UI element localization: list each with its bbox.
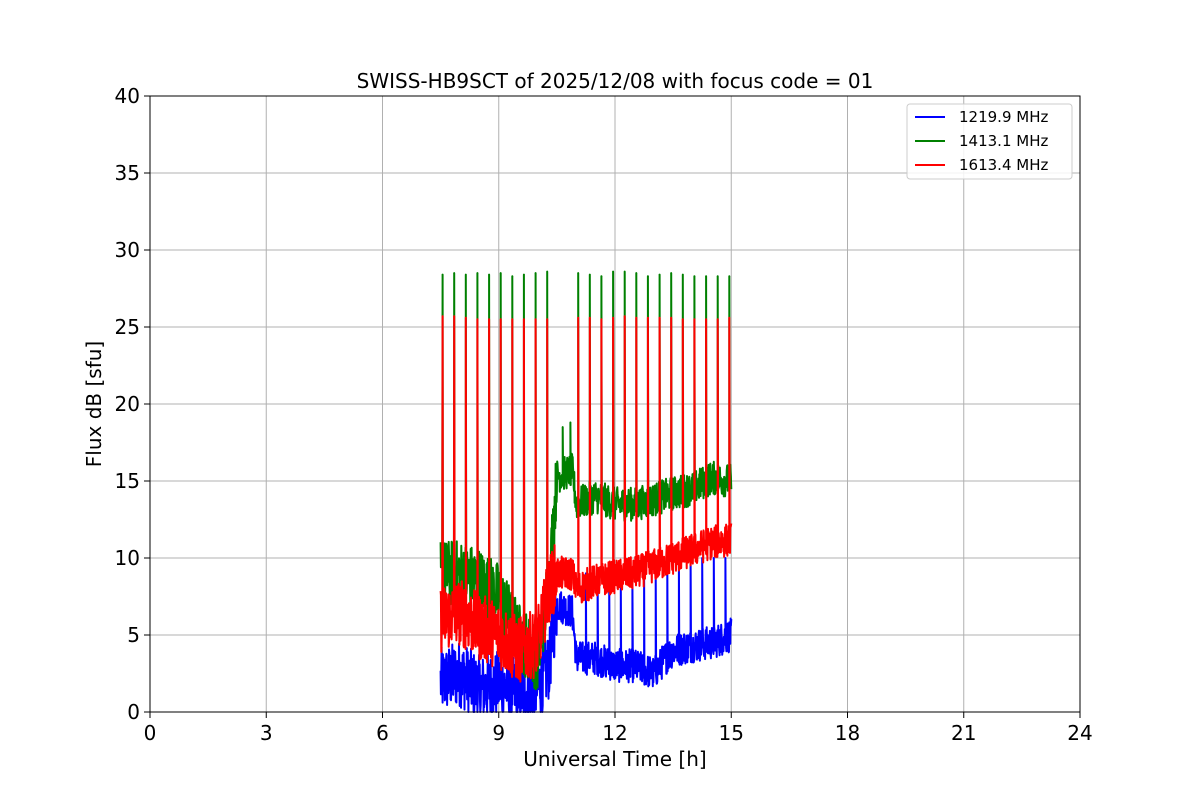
spike-point [523, 273, 525, 276]
x-axis-label: Universal Time [h] [523, 747, 706, 771]
legend-label: 1613.4 MHz [959, 156, 1048, 174]
x-tick-label: 3 [260, 721, 273, 745]
y-tick-label: 35 [115, 161, 140, 185]
spike-point [465, 316, 467, 319]
spike-point [670, 272, 672, 274]
spike-point [693, 275, 696, 277]
series-line [439, 315, 733, 683]
y-tick-label: 20 [115, 392, 140, 416]
x-tick-label: 18 [835, 721, 860, 745]
spike-point [705, 275, 707, 277]
x-tick-label: 12 [602, 721, 627, 745]
series-line [439, 557, 733, 713]
spike-point [453, 315, 455, 318]
spike-point [476, 272, 479, 274]
spike-point [716, 318, 719, 321]
y-tick-label: 15 [115, 469, 140, 493]
spike-point [716, 275, 719, 277]
spike-point [534, 272, 537, 274]
spike-point [441, 273, 444, 276]
spike-point [577, 316, 579, 319]
spike-point [511, 318, 514, 321]
spike-point [600, 275, 603, 277]
spike-point [724, 557, 727, 559]
spike-point [569, 421, 572, 424]
spike-point [488, 273, 490, 276]
spike-point [713, 557, 715, 559]
spike-point [623, 315, 626, 318]
spike-point [728, 275, 731, 277]
x-tick-label: 6 [376, 721, 389, 745]
x-axis: 0 3 6 9 12 15 18 21 24 [144, 712, 1093, 745]
y-tick-label: 10 [115, 546, 140, 570]
spike-point [670, 316, 672, 319]
spike-point [523, 318, 525, 321]
spike-point [577, 272, 579, 274]
x-tick-label: 21 [951, 721, 976, 745]
spike-point [546, 318, 548, 321]
spike-point [635, 316, 638, 319]
spike-point [705, 318, 707, 321]
legend-box [906, 103, 1073, 180]
spike-point [534, 318, 537, 321]
y-tick-label: 40 [115, 84, 140, 108]
spike-point [499, 318, 502, 321]
spike-point [612, 316, 614, 319]
spike-point [600, 318, 603, 321]
spike-point [682, 318, 684, 321]
spike-point [728, 316, 731, 319]
spike-point [635, 272, 638, 274]
spike-point [499, 272, 502, 274]
legend-label: 1219.9 MHz [959, 108, 1048, 126]
spike-point [693, 318, 696, 321]
y-axis: 0 5 10 15 20 25 30 35 40 [115, 84, 150, 724]
legend: 1219.9 MHz 1413.1 MHz 1613.4 MHz [906, 103, 1073, 180]
spike-point [476, 318, 479, 321]
chart-title: SWISS-HB9SCT of 2025/12/08 with focus co… [357, 69, 874, 93]
spike-point [623, 270, 626, 273]
spike-point [658, 316, 661, 319]
spike-point [511, 275, 514, 277]
spike-point [441, 315, 444, 318]
spike-point [546, 270, 548, 273]
y-tick-label: 25 [115, 315, 140, 339]
spike-point [589, 273, 591, 276]
x-tick-label: 9 [492, 721, 505, 745]
plot-area [439, 270, 733, 713]
y-tick-label: 30 [115, 238, 140, 262]
spike-point [647, 275, 649, 277]
spike-point [647, 316, 649, 319]
x-tick-label: 15 [719, 721, 744, 745]
spike-point [453, 272, 455, 274]
spike-point [488, 318, 490, 321]
y-tick-label: 5 [127, 623, 140, 647]
x-tick-label: 24 [1067, 721, 1092, 745]
spike-point [682, 273, 684, 276]
x-tick-label: 0 [144, 721, 157, 745]
legend-label: 1413.1 MHz [959, 132, 1048, 150]
series-1613-4-mhz [439, 315, 733, 683]
y-tick-label: 0 [127, 700, 140, 724]
spike-point [561, 426, 564, 428]
spike-point [612, 270, 614, 273]
spike-point [465, 273, 467, 276]
spike-point [589, 316, 591, 319]
y-axis-label: Flux dB [sfu] [82, 341, 106, 467]
spike-point [658, 273, 661, 276]
